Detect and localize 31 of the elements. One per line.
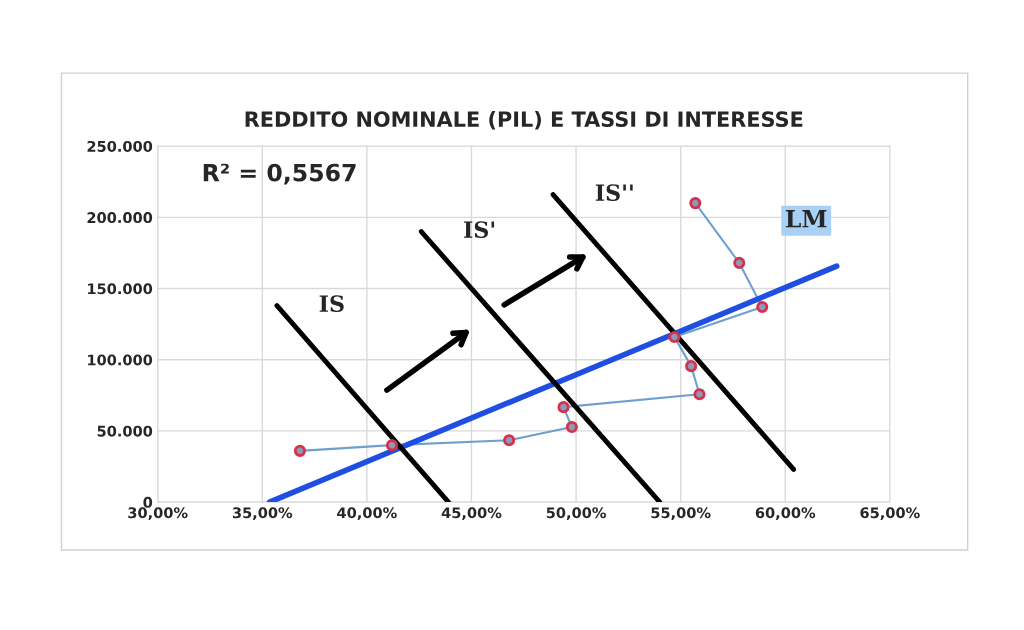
series-label: IS' <box>463 221 495 239</box>
annotation: R² = 0,5567 <box>203 163 356 185</box>
y-tick-label: 150.000 <box>88 283 153 295</box>
x-tick-label: 65,00% <box>860 507 920 521</box>
point <box>565 421 578 434</box>
chart-title: REDDITO NOMINALE (PIL) E TASSI DI INTERESSE <box>245 110 803 130</box>
x-tick-label: 40,00% <box>337 507 397 521</box>
x-tick-label: 45,00% <box>441 507 502 521</box>
x-tick-label: 35,00% <box>232 507 293 521</box>
y-tick-label: 50.000 <box>97 425 153 437</box>
point <box>685 360 698 373</box>
point <box>385 439 399 452</box>
point <box>756 301 769 314</box>
series-label: IS'' <box>595 184 633 202</box>
y-tick-label: 250.000 <box>87 140 153 152</box>
x-tick-label: 60,00% <box>755 507 816 521</box>
point <box>693 388 706 401</box>
point <box>503 434 516 447</box>
y-tick-label: 0 <box>143 496 153 508</box>
y-tick-label: 200.000 <box>87 212 153 224</box>
point <box>668 330 681 343</box>
x-tick-label: 50,00% <box>546 507 606 521</box>
point <box>557 401 570 414</box>
x-tick-label: 30,00% <box>128 507 188 521</box>
point <box>733 256 746 269</box>
point <box>293 444 306 457</box>
y-tick-label: 100.000 <box>88 354 153 366</box>
x-tick-label: 55,00% <box>651 507 711 521</box>
point <box>689 197 702 210</box>
series-label: LM <box>785 210 827 228</box>
series-label: IS <box>319 295 344 313</box>
